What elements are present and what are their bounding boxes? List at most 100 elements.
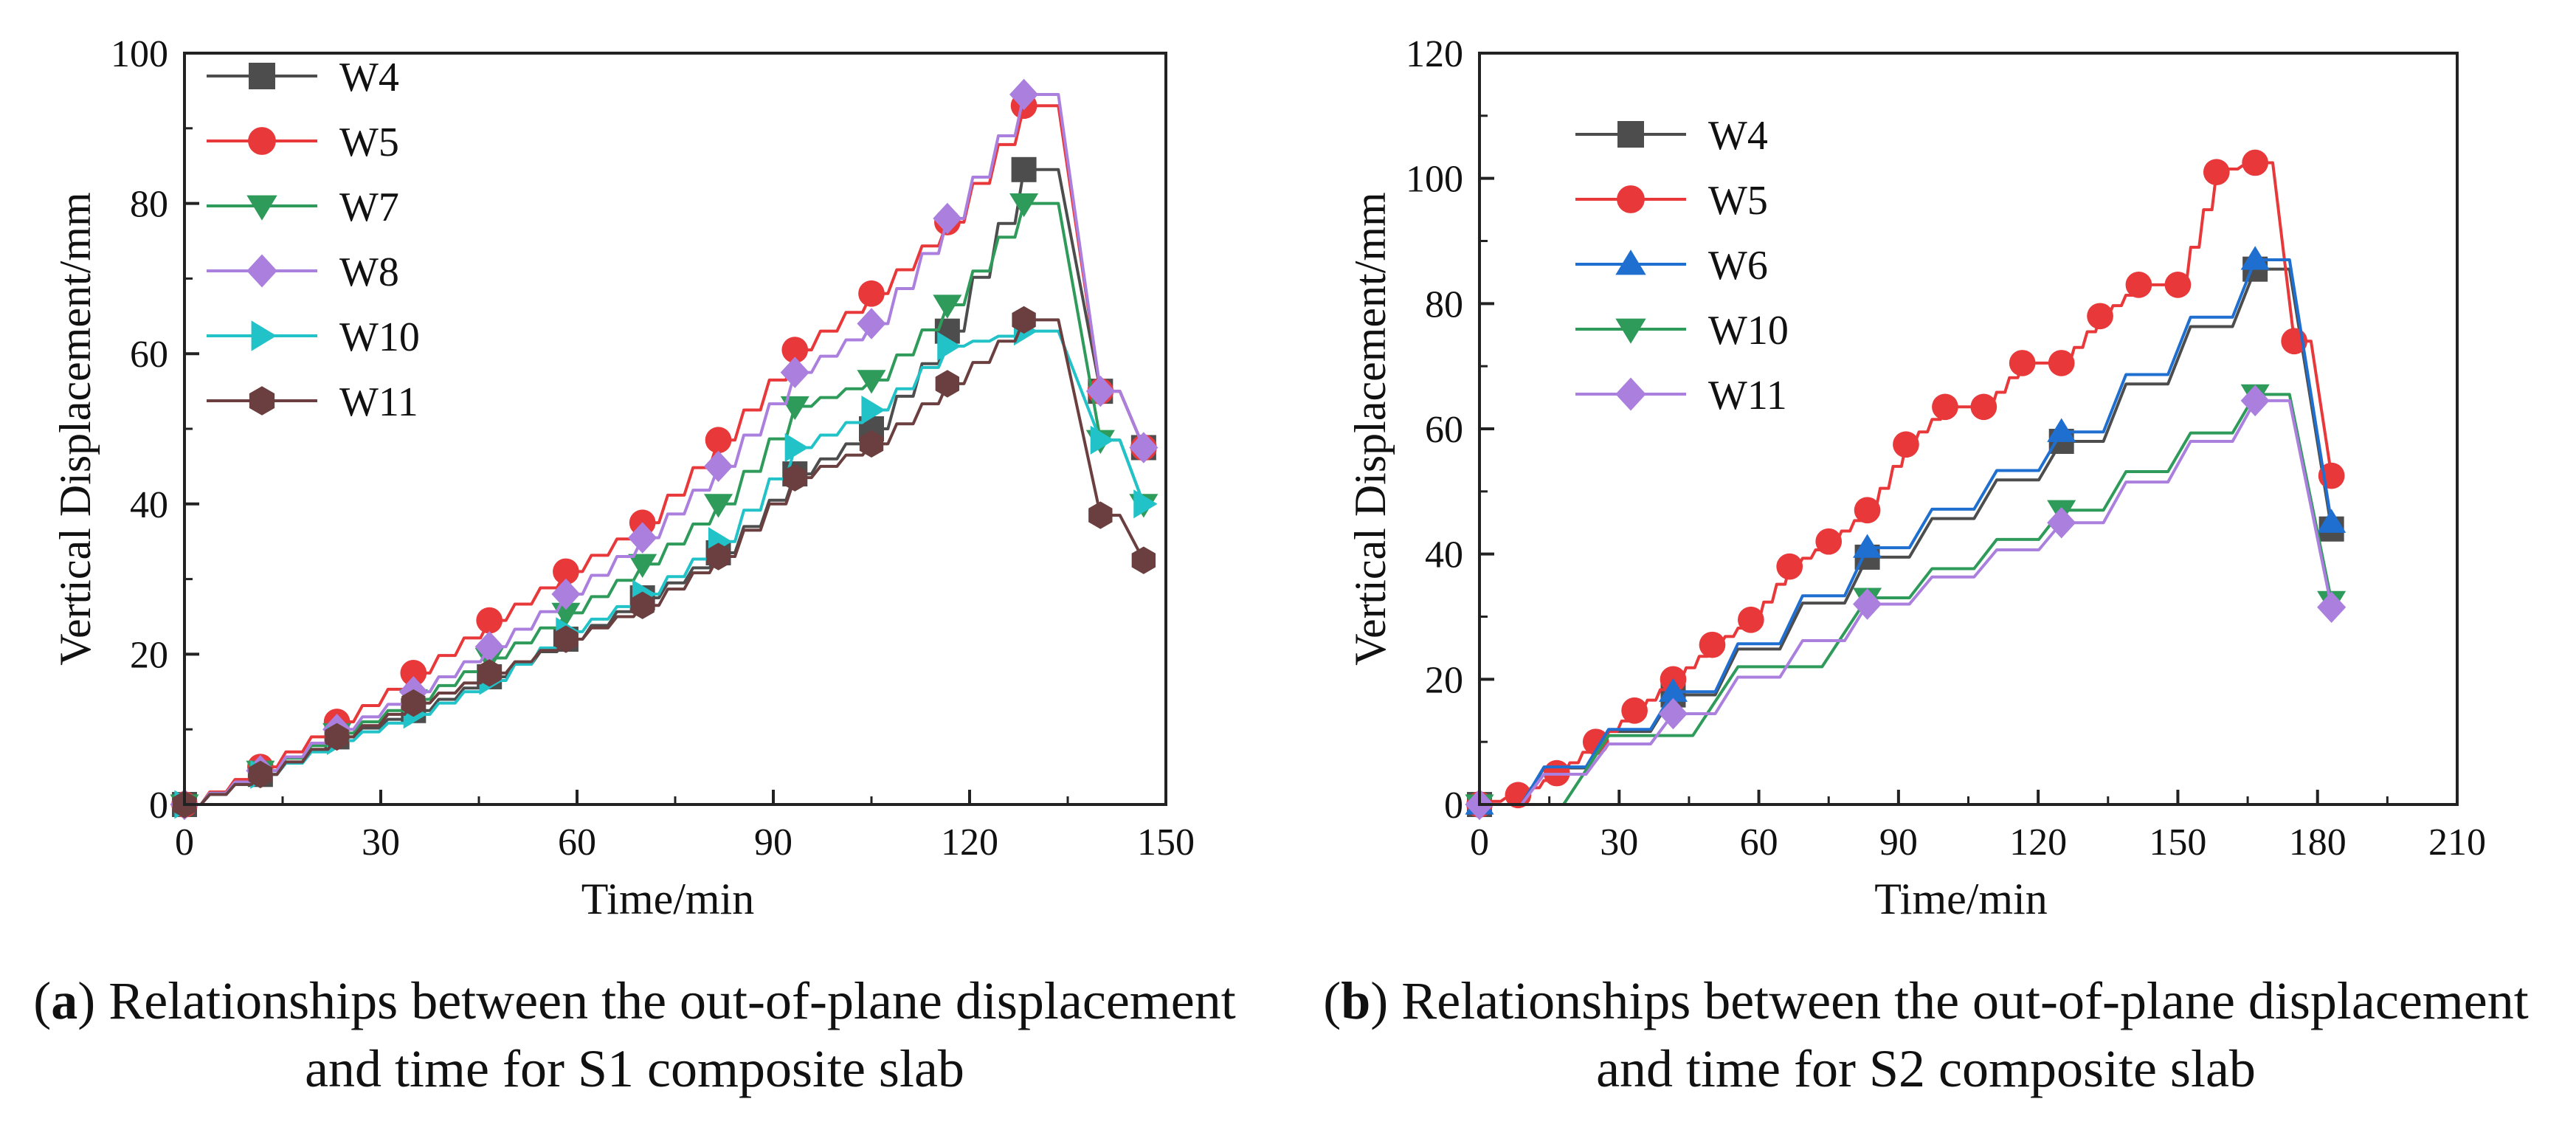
chart-a-ytick-label: 40	[130, 484, 168, 526]
chart-b-series-W6-point-1	[1658, 678, 1688, 702]
chart-a-legend-W10-marker	[251, 320, 277, 351]
chart-b-series-W11-point-1	[1658, 697, 1688, 730]
chart-a-xtick-label: 90	[754, 821, 793, 864]
chart-a: 0 30 60 90 120 150 0 20 40 60 80 100 Time/min Vertica…	[51, 33, 1195, 923]
chart-b-ytick-label: 60	[1425, 409, 1463, 451]
chart-b-ytick-label: 100	[1406, 159, 1463, 201]
chart-b-legend-W5-label: W5	[1708, 178, 1768, 224]
chart-b-series-W6-point-3	[2047, 418, 2076, 442]
chart-a-ytick-label: 60	[130, 334, 168, 376]
chart-a-series-W11-point-1	[248, 760, 273, 788]
caption-a: (a) Relationships between the out-of-pla…	[33, 971, 1236, 1098]
chart-b-legend-W10-marker	[1615, 318, 1646, 344]
chart-b-xtick-label: 150	[2149, 821, 2206, 864]
chart-a-legend-W8-label: W8	[339, 249, 399, 295]
chart-b-ytick-label: 0	[1444, 785, 1463, 827]
chart-b-legend-W6-marker	[1615, 249, 1646, 275]
chart-b-series-W5-point-7	[1737, 606, 1764, 633]
chart-b-ytick-label: 20	[1425, 659, 1463, 701]
chart-a-series-W10-point-12	[1090, 425, 1115, 455]
chart-a-series-W11-point-3	[401, 689, 426, 717]
chart-b-x-axis-label: Time/min	[1874, 875, 2048, 923]
chart-a-series-W11-point-8	[783, 464, 807, 492]
chart-b-series-W5-point-3	[1582, 728, 1609, 756]
chart-a-series-W10-point-8	[784, 433, 809, 462]
chart-a-series-W11-point-10	[935, 370, 960, 398]
chart-b-series-W5-point-13	[1970, 393, 1997, 421]
chart-b-y-axis-label: Vertical Displacement/mm	[1346, 192, 1395, 665]
chart-a-series-W8-point-9	[857, 308, 886, 340]
chart-b-xtick-label: 180	[2289, 821, 2347, 864]
chart-a-legend-W7-label: W7	[339, 185, 399, 230]
chart-b-legend-W4-label: W4	[1708, 113, 1768, 159]
chart-a-ytick-label: 20	[130, 634, 168, 676]
chart-a-series-W5-point-8	[781, 337, 809, 363]
chart-a-series-W7-point-10	[933, 294, 962, 319]
chart-a-series-W10-point-13	[1133, 489, 1158, 519]
chart-b-xtick-label: 210	[2428, 821, 2486, 864]
chart-a-series-W10-point-10	[937, 331, 961, 361]
chart-a-series-W7-point-11	[1009, 193, 1039, 218]
chart-b-series-W5-point-8	[1776, 553, 1803, 580]
chart-a-series-W10-point-9	[861, 396, 885, 425]
chart-b-series-W5-point-15	[2048, 350, 2075, 376]
chart-a-series-W11-point-12	[1088, 501, 1113, 529]
chart-b-plot-frame	[1478, 52, 2459, 806]
chart-a-series-W8-point-11	[1009, 78, 1039, 111]
chart-b-series-W6-line	[1479, 258, 2333, 806]
chart-a-series-W8-point-10	[933, 202, 962, 235]
chart-a-series-W8-point-6	[628, 522, 657, 554]
chart-b-legend-W11-label: W11	[1708, 373, 1787, 418]
chart-b-legend-W10-label: W10	[1708, 308, 1789, 354]
chart-a-series-W4-line	[184, 168, 1145, 806]
chart-a-y-axis-label: Vertical Displacement/mm	[51, 192, 100, 665]
chart-a-ytick-label: 100	[111, 33, 168, 75]
chart-a-legend-W5-label: W5	[339, 120, 399, 165]
chart-a-series-W5-line	[184, 104, 1145, 806]
chart-a-legend-W11-label: W11	[339, 379, 418, 425]
chart-b-legend-W11-marker	[1615, 377, 1646, 411]
chart-b-series-W11-point-4	[2240, 385, 2270, 417]
chart-b-series-W5-line	[1479, 161, 2333, 806]
chart-a-legend-W11-marker	[249, 386, 275, 416]
chart-b-legend-W5-marker	[1617, 185, 1645, 213]
chart-b-series-W5-point-4	[1621, 697, 1648, 724]
chart-b-legend-W6-label: W6	[1708, 243, 1768, 289]
chart-a-legend-W4-label: W4	[339, 55, 399, 100]
chart-a-series-W8-point-7	[703, 450, 733, 483]
caption-b-text: ) Relationships between the out-of-plane…	[1370, 971, 2529, 1098]
chart-b-series-W11-point-3	[2047, 507, 2076, 539]
chart-a-legend-W4-marker	[249, 63, 275, 89]
chart-a-ytick-label: 80	[130, 184, 168, 226]
chart-b-series-W11-point-5	[2317, 591, 2347, 624]
chart-a-series-W5-point-9	[858, 280, 885, 307]
chart-a-series-W11-point-6	[630, 591, 655, 619]
chart-b-series-W5-point-14	[2009, 350, 2036, 376]
chart-b-series-W5-point-18	[2164, 272, 2192, 298]
caption-b-letter: b	[1341, 971, 1371, 1030]
chart-a-series-W8-point-5	[551, 578, 581, 610]
caption-a-letter: a	[51, 971, 78, 1030]
chart-b-ytick-label: 40	[1425, 534, 1463, 576]
chart-b-series-W6-point-5	[2317, 509, 2347, 533]
chart-a-x-axis-label: Time/min	[581, 875, 755, 923]
chart-b-series-W5-point-10	[1854, 497, 1881, 524]
chart-b-xtick-label: 120	[2009, 821, 2067, 864]
chart-a-legend-W8-marker	[246, 254, 277, 288]
chart-a-series-W11-point-13	[1131, 546, 1156, 574]
chart-a-legend-W5-marker	[248, 127, 276, 155]
chart-a-series-W11-point-7	[706, 542, 731, 571]
chart-a-series-W11-point-4	[477, 659, 502, 687]
chart-a-xtick-label: 150	[1137, 821, 1195, 864]
chart-a-series-W11-point-9	[859, 430, 884, 458]
chart-a-series-W8-point-8	[780, 356, 809, 388]
chart-a-legend-W10-label: W10	[339, 314, 420, 360]
chart-a-series-W11-point-2	[325, 723, 349, 751]
chart-a-series-W7-point-9	[857, 370, 886, 394]
chart-b-ytick-label: 80	[1425, 283, 1463, 325]
chart-b-series-W5-point-20	[2242, 149, 2269, 176]
chart-b-series-W11-line	[1479, 399, 2333, 806]
chart-a-series-W5-point-4	[476, 607, 503, 634]
chart-b-series-W5-point-11	[1893, 431, 1919, 458]
